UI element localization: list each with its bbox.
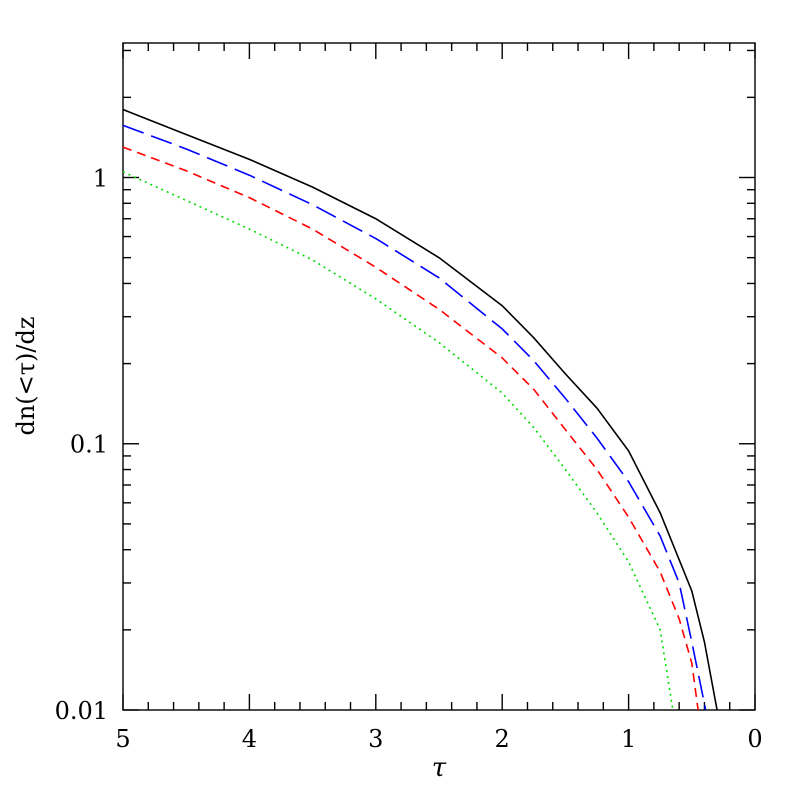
- x-tick-label: 3: [368, 725, 383, 753]
- ticks-layer: [122, 43, 756, 711]
- y-tick-label: 1: [93, 164, 108, 192]
- plot-frame: [122, 42, 756, 711]
- y-axis-label: dn(<τ)/dz: [12, 316, 40, 435]
- y-tick-label: 0.01: [55, 697, 108, 725]
- x-tick-label: 0: [747, 725, 762, 753]
- x-tick-label: 2: [495, 725, 510, 753]
- y-tick-label: 0.1: [70, 431, 108, 459]
- series-layer: [122, 108, 718, 711]
- series-line-2: [122, 124, 707, 711]
- x-tick-label: 1: [621, 725, 636, 753]
- labels-layer: 5 4 3 2 1 0 0.01 0.1 1: [55, 164, 763, 753]
- series-line-3: [122, 146, 699, 711]
- x-axis-label: τ: [432, 753, 447, 783]
- series-line-4: [122, 171, 674, 711]
- series-line-1: [122, 108, 718, 711]
- x-tick-label: 4: [242, 725, 257, 753]
- x-tick-label: 5: [115, 725, 130, 753]
